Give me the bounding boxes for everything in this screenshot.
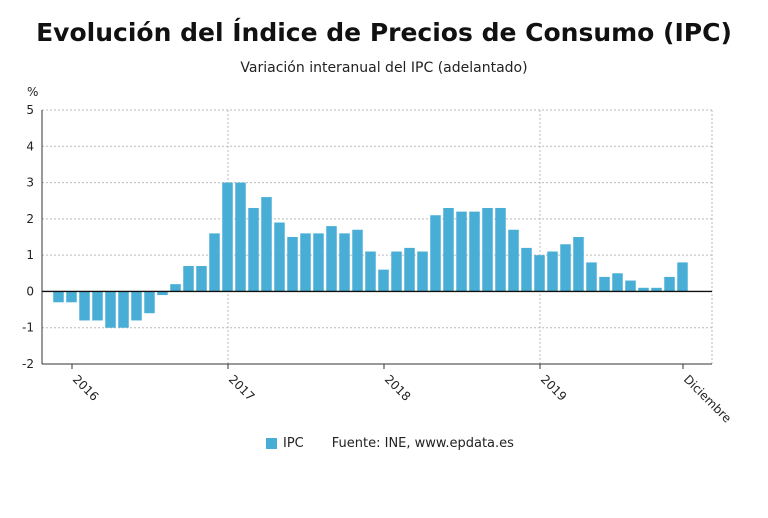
legend-swatch-ipc xyxy=(266,438,277,449)
bar-ipc xyxy=(235,182,246,292)
bar-ipc xyxy=(105,291,116,328)
bar-ipc xyxy=(664,276,675,292)
bar-ipc xyxy=(248,207,259,292)
bar-ipc xyxy=(495,207,506,292)
bar-ipc xyxy=(170,284,181,292)
x-tick-label: 2017 xyxy=(226,372,257,403)
y-tick-label: 4 xyxy=(26,139,34,153)
y-tick-label: 3 xyxy=(26,176,34,190)
y-tick-label: 0 xyxy=(26,284,34,298)
bar-ipc xyxy=(365,251,376,292)
chart-subtitle: Variación interanual del IPC (adelantado… xyxy=(240,60,528,76)
bar-ipc xyxy=(287,237,298,292)
bar-ipc xyxy=(625,280,636,292)
bar-ipc xyxy=(430,215,441,292)
bar-ipc xyxy=(521,247,532,292)
bar-ipc xyxy=(92,291,103,321)
legend-label-ipc: IPC xyxy=(283,436,304,451)
bar-ipc xyxy=(391,251,402,292)
bar-ipc xyxy=(586,262,597,292)
bar-ipc xyxy=(144,291,155,314)
bar-ipc xyxy=(677,262,688,292)
bar-ipc xyxy=(118,291,129,328)
bar-ipc xyxy=(261,197,272,292)
bar-ipc xyxy=(404,247,415,292)
bar-ipc xyxy=(469,211,480,292)
bar-ipc xyxy=(352,229,363,292)
x-tick-label: 2016 xyxy=(70,372,101,403)
bar-ipc xyxy=(131,291,142,321)
bar-ipc xyxy=(651,287,662,292)
chart-title: Evolución del Índice de Precios de Consu… xyxy=(36,18,732,47)
x-tick-label: Diciembre xyxy=(681,372,734,425)
grid-layer xyxy=(42,109,713,365)
legend: IPC Fuente: INE, www.epdata.es xyxy=(266,436,514,451)
bar-ipc xyxy=(157,291,168,296)
y-tick-label: -1 xyxy=(22,321,34,335)
x-tick-label: 2018 xyxy=(382,372,413,403)
bar-ipc xyxy=(339,233,350,292)
bar-ipc xyxy=(300,233,311,292)
bar-ipc xyxy=(378,269,389,292)
bar-ipc xyxy=(417,251,428,292)
bar-ipc xyxy=(209,233,220,292)
bar-ipc xyxy=(534,255,545,292)
chart-plot: -2 -1 0 1 2 3 4 5 2016 2017 2018 2019 Diciembre xyxy=(22,103,734,425)
bar-ipc xyxy=(482,207,493,292)
source-note: Fuente: INE, www.epdata.es xyxy=(331,436,514,451)
axis-layer: -2 -1 0 1 2 3 4 5 2016 2017 2018 2019 Diciembre xyxy=(22,103,734,425)
bar-ipc xyxy=(196,266,207,292)
bar-ipc xyxy=(222,182,233,292)
bar-ipc xyxy=(183,266,194,292)
bar-ipc xyxy=(599,276,610,292)
bar-ipc xyxy=(456,211,467,292)
x-tick-label: 2019 xyxy=(538,372,569,403)
bar-ipc xyxy=(612,273,623,292)
y-axis-unit-label: % xyxy=(27,85,39,99)
bar-ipc xyxy=(326,226,337,292)
bar-ipc xyxy=(508,229,519,292)
y-tick-label: 1 xyxy=(26,248,34,262)
bar-layer xyxy=(53,182,688,328)
bar-ipc xyxy=(53,291,64,303)
bar-ipc xyxy=(66,291,77,303)
bar-ipc xyxy=(638,287,649,292)
bar-ipc xyxy=(274,222,285,292)
y-tick-label: -2 xyxy=(22,357,34,371)
bar-ipc xyxy=(573,237,584,292)
y-tick-label: 5 xyxy=(26,103,34,117)
bar-ipc xyxy=(547,251,558,292)
bar-ipc xyxy=(560,244,571,292)
bar-ipc xyxy=(313,233,324,292)
bar-ipc xyxy=(79,291,90,321)
bar-ipc xyxy=(443,207,454,292)
y-tick-label: 2 xyxy=(26,212,34,226)
